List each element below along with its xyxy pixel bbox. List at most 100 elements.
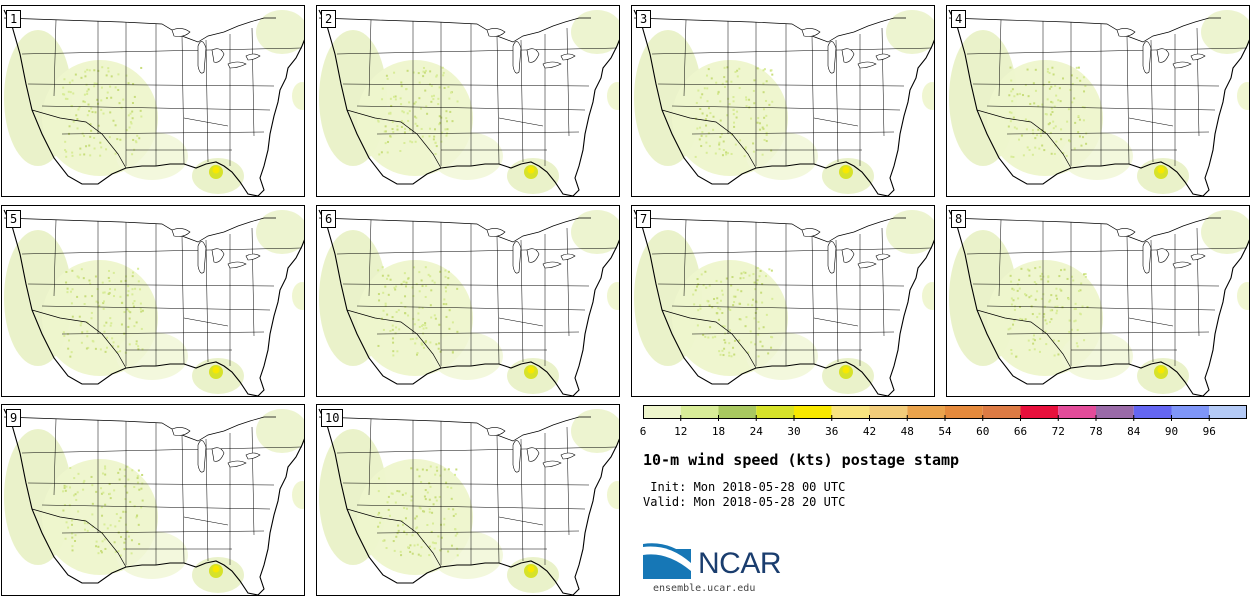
wind-shading-speck	[430, 530, 433, 533]
wind-shading-speck	[413, 544, 416, 547]
wind-shading-speck	[135, 141, 138, 144]
wind-shading-speck	[1068, 330, 1071, 333]
wind-shading-speck	[758, 327, 761, 330]
wind-shading-speck	[756, 307, 759, 310]
wind-shading-speck	[394, 95, 397, 98]
wind-shading-speck	[110, 96, 113, 99]
wind-shading-speck	[1073, 308, 1076, 311]
wind-shading-speck	[105, 74, 108, 77]
wind-shading-speck	[721, 154, 724, 157]
state-boundary	[205, 438, 209, 562]
wind-shading-speck	[1054, 84, 1057, 87]
wind-shading-speck	[1066, 277, 1069, 280]
wind-shading-speck	[734, 70, 737, 73]
wind-speed-map	[948, 209, 1249, 396]
wind-shading-speck	[108, 280, 111, 283]
colorbar-bin	[680, 405, 719, 419]
wind-shading-speck	[1025, 294, 1028, 297]
wind-shading-speck	[1059, 288, 1062, 291]
great-lake	[512, 41, 522, 74]
great-lake	[526, 447, 540, 462]
wind-shading-speck	[713, 297, 716, 300]
wind-shading-speck	[444, 128, 447, 131]
wind-shading-speck	[132, 138, 135, 141]
wind-shading-speck	[405, 88, 408, 91]
colorbar-tick-label: 72	[1051, 425, 1065, 438]
wind-shading-speck	[418, 306, 421, 309]
wind-shading-speck	[68, 339, 71, 342]
wind-shading	[256, 210, 304, 254]
country-border	[346, 508, 442, 568]
wind-shading-speck	[1012, 288, 1015, 291]
wind-shading-speck	[127, 114, 130, 117]
great-lake	[512, 440, 522, 473]
member-number-label: 6	[321, 210, 337, 228]
state-boundary	[691, 331, 895, 335]
state-boundary	[657, 83, 905, 87]
wind-shading-speck	[706, 87, 709, 90]
wind-speed-map	[318, 9, 619, 196]
wind-shading-speck	[1055, 294, 1058, 297]
wind-shading-speck	[85, 145, 88, 148]
wind-shading-speck	[694, 155, 697, 158]
wind-shading-speck	[66, 291, 69, 294]
wind-shading-speck	[401, 523, 404, 526]
wind-shading-speck	[64, 97, 67, 100]
wind-shading-speck	[377, 525, 380, 528]
wind-shading-speck	[389, 97, 392, 100]
wind-shading-speck	[1080, 144, 1083, 147]
wind-shading-speck	[715, 279, 718, 282]
wind-shading-speck	[1047, 276, 1050, 279]
great-lake	[171, 228, 191, 237]
wind-shading-speck	[757, 320, 760, 323]
wind-shading-speck	[99, 154, 102, 157]
ensemble-member-panel: 6	[316, 205, 620, 397]
wind-shading-speck	[456, 287, 459, 290]
wind-shading-speck	[1059, 100, 1062, 103]
wind-shading-speck	[78, 106, 81, 109]
wind-shading-speck	[745, 316, 748, 319]
wind-shading-speck	[422, 75, 425, 78]
wind-shading-speck	[455, 468, 458, 471]
wind-shading-speck	[384, 304, 387, 307]
wind-shading-speck	[1018, 138, 1021, 141]
wind-shading-speck	[420, 343, 423, 346]
wind-shading-speck	[409, 338, 412, 341]
wind-shading-speck	[761, 126, 764, 129]
state-boundary	[183, 516, 229, 526]
wind-shading-speck	[1073, 320, 1076, 323]
wind-shading-speck	[131, 288, 134, 291]
wind-shading-speck	[1036, 290, 1039, 293]
wind-shading-speck	[389, 111, 392, 114]
wind-shading-speck	[83, 93, 86, 96]
colorbar-tick-label: 42	[862, 425, 877, 438]
wind-shading-speck	[62, 86, 65, 89]
wind-shading-speck	[446, 128, 449, 131]
wind-shading-speck	[744, 146, 747, 149]
wind-shading-speck	[100, 108, 103, 111]
wind-shading-speck	[81, 331, 84, 334]
wind-shading-speck	[734, 295, 737, 298]
ensemble-member-panel: 4	[946, 5, 1250, 197]
wind-shading-speck	[721, 289, 724, 292]
wind-shading-speck	[98, 304, 101, 307]
wind-shading-speck	[443, 517, 446, 520]
wind-shading-speck	[1056, 309, 1059, 312]
wind-shading-speck	[438, 86, 441, 89]
wind-shading-speck	[437, 347, 440, 350]
wind-shading-speck	[762, 108, 765, 111]
wind-shading-speck	[138, 488, 141, 491]
wind-shading-speck	[1033, 339, 1036, 342]
wind-shading-speck	[1018, 305, 1021, 308]
wind-shading-speck	[424, 489, 427, 492]
wind-shading-speck	[756, 279, 759, 282]
wind-shading-speck	[1037, 105, 1040, 108]
great-lake	[560, 452, 576, 460]
wind-shading-speck	[699, 108, 702, 111]
wind-shading-speck	[1042, 275, 1045, 278]
wind-shading-speck	[132, 271, 135, 274]
wind-shading-speck	[129, 121, 132, 124]
wind-shading-speck	[702, 284, 705, 287]
wind-shading-speck	[141, 499, 144, 502]
wind-shading-speck	[1011, 100, 1014, 103]
